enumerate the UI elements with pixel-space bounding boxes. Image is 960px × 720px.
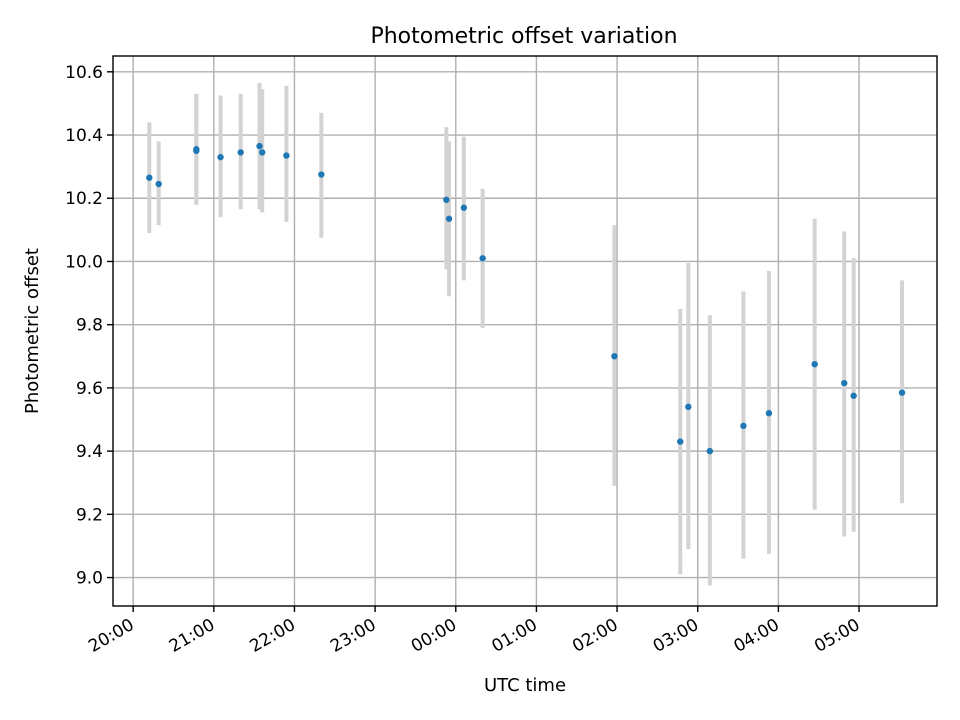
data-point [155, 180, 162, 188]
data-point [146, 174, 153, 181]
data-point [677, 438, 684, 445]
x-tick-label: 23:00 [327, 615, 379, 657]
data-point [740, 422, 747, 430]
y-tick-label: 9.6 [76, 379, 103, 399]
data-point [445, 215, 453, 222]
x-tick-label: 02:00 [569, 615, 621, 657]
data-point [256, 142, 263, 150]
y-tick-label: 10.2 [65, 189, 103, 209]
data-point [217, 153, 224, 161]
chart-title: Photometric offset variation [370, 24, 677, 49]
y-tick-label: 9.8 [76, 316, 103, 336]
y-tick-label: 10.4 [65, 126, 103, 146]
x-tick-label: 04:00 [730, 615, 782, 657]
data-point [259, 149, 266, 156]
grid [113, 56, 937, 606]
data-point [443, 196, 450, 204]
x-axis-ticks: 20:00 21:00 22:00 23:00 00:00 01:00 02:00 03:00… [85, 606, 864, 657]
x-axis-label: UTC time [484, 675, 566, 696]
plot-frame [112, 55, 938, 607]
y-tick-label: 9.0 [76, 569, 103, 589]
data-point [460, 204, 468, 211]
x-tick-label: 20:00 [85, 615, 137, 657]
data-point [841, 379, 848, 387]
data-point [765, 409, 773, 417]
x-tick-label: 00:00 [408, 615, 460, 657]
x-tick-label: 22:00 [247, 615, 299, 657]
y-tick-label: 9.2 [76, 505, 103, 525]
y-tick-label: 10.6 [65, 63, 103, 83]
x-tick-label: 01:00 [488, 615, 540, 657]
y-tick-label: 10.0 [65, 252, 103, 272]
data-point [706, 447, 714, 455]
data-point [193, 147, 200, 155]
data-point [479, 255, 486, 262]
data-point [611, 353, 618, 360]
data-point [850, 392, 857, 399]
x-tick-label: 03:00 [650, 615, 702, 657]
data-point [685, 403, 692, 411]
data-point [237, 149, 244, 156]
data-point [898, 389, 906, 396]
data-point [811, 360, 818, 368]
y-axis-label: Photometric offset [22, 248, 43, 414]
y-tick-label: 9.4 [76, 442, 103, 462]
y-axis-ticks: 9.0 9.2 9.4 9.6 9.8 10.0 10.2 10.4 10.6 [65, 63, 113, 589]
error-bars [147, 82, 905, 586]
data-point [283, 152, 290, 159]
data-points [146, 142, 906, 455]
x-tick-label: 21:00 [166, 615, 218, 657]
data-point [318, 171, 325, 178]
x-tick-label: 05:00 [811, 615, 863, 657]
